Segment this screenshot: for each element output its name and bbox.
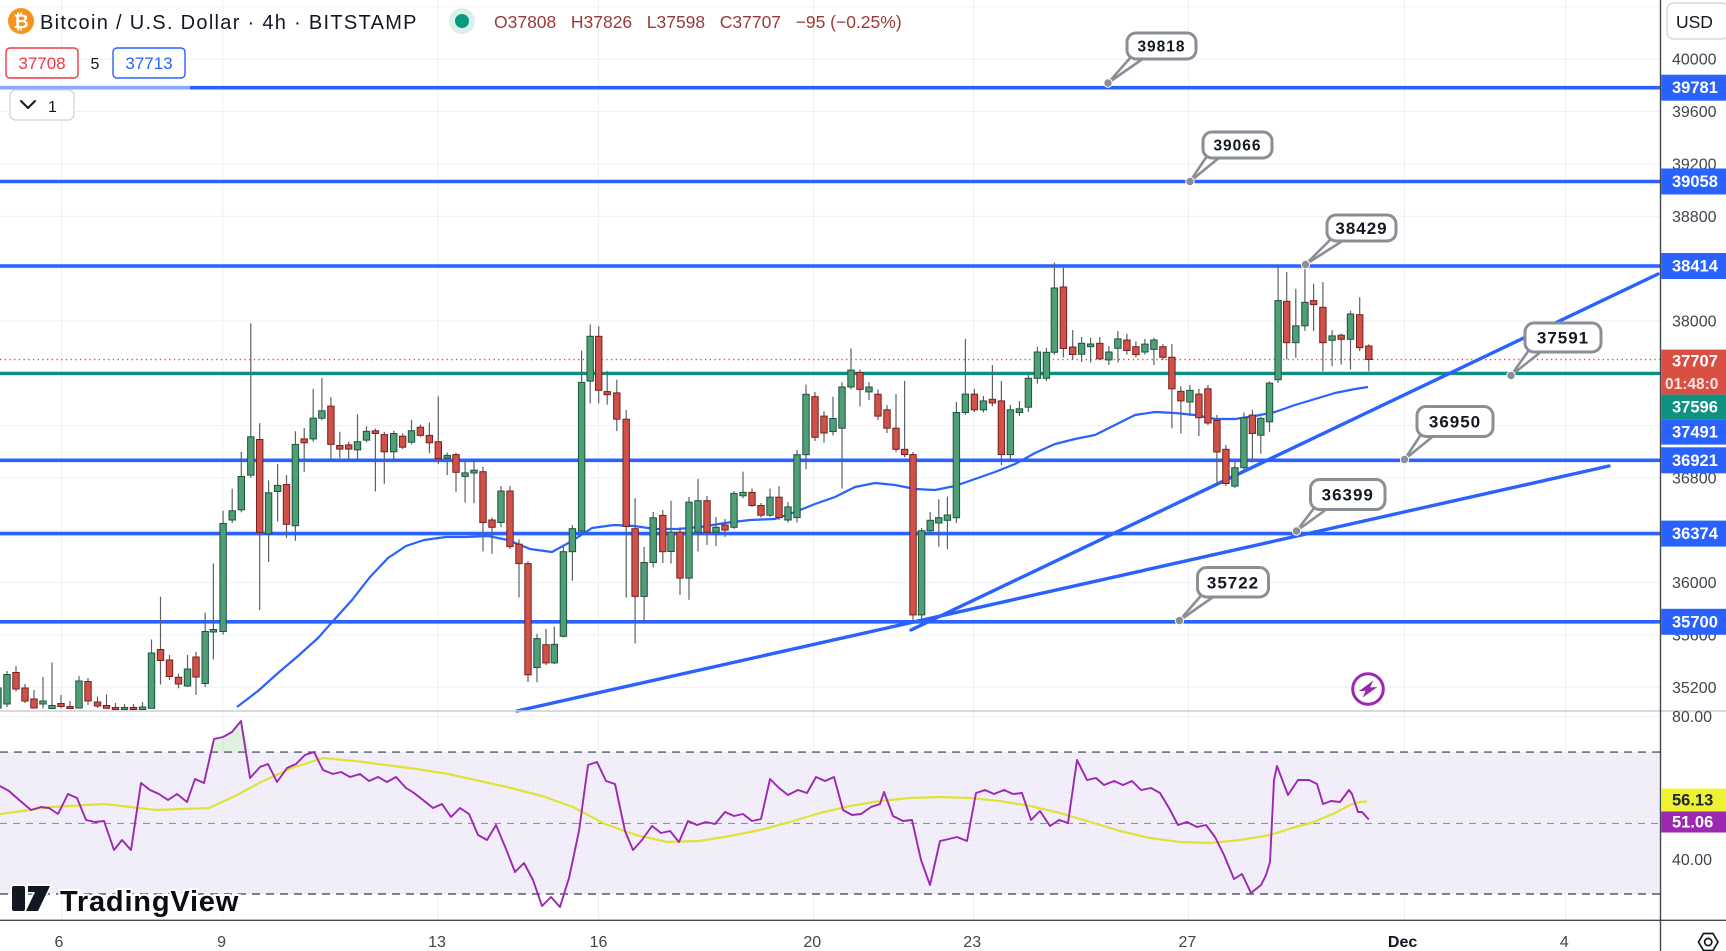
svg-text:9: 9 [217,934,226,951]
svg-text:39066: 39066 [1213,138,1261,155]
svg-text:27: 27 [1179,934,1197,951]
svg-text:38000: 38000 [1672,314,1717,331]
svg-text:35200: 35200 [1672,680,1717,697]
svg-text:36000: 36000 [1672,575,1717,592]
svg-text:USD: USD [1676,12,1713,32]
svg-text:Dec: Dec [1388,934,1417,951]
svg-text:51.06: 51.06 [1672,814,1713,832]
svg-text:40000: 40000 [1672,52,1717,69]
svg-text:37707: 37707 [1672,353,1718,371]
svg-text:TradingView: TradingView [60,886,239,918]
svg-text:39818: 39818 [1137,39,1185,56]
svg-text:39781: 39781 [1672,79,1718,97]
svg-text:37491: 37491 [1672,424,1718,442]
svg-text:4: 4 [1560,934,1569,951]
svg-text:36921: 36921 [1672,452,1718,470]
svg-text:20: 20 [803,934,821,951]
svg-text:36800: 36800 [1672,471,1717,488]
svg-text:35722: 35722 [1207,573,1259,592]
svg-text:80.00: 80.00 [1672,709,1712,726]
svg-text:6: 6 [55,934,64,951]
svg-text:39058: 39058 [1672,173,1718,191]
svg-text:37591: 37591 [1537,329,1589,348]
svg-text:01:48:0: 01:48:0 [1665,376,1718,393]
svg-text:38429: 38429 [1335,219,1387,238]
svg-text:56.13: 56.13 [1672,792,1713,810]
svg-text:35700: 35700 [1672,613,1718,631]
svg-text:5: 5 [91,56,100,73]
svg-text:O37808 H37826 L37598 C37: O37808 H37826 L37598 C37707 −95 (−0.25%) [494,12,902,32]
svg-text:38414: 38414 [1672,258,1719,276]
svg-text:1: 1 [48,99,57,116]
svg-text:40.00: 40.00 [1672,852,1712,869]
svg-text:Bitcoin / U.S. Dollar · 4h · B: Bitcoin / U.S. Dollar · 4h · BITSTAMP [40,12,418,34]
svg-text:13: 13 [428,934,446,951]
svg-text:37708: 37708 [18,54,65,73]
svg-text:37713: 37713 [125,54,172,73]
svg-text:16: 16 [590,934,608,951]
svg-text:37596: 37596 [1672,399,1718,417]
svg-text:36399: 36399 [1322,486,1374,505]
svg-text:36950: 36950 [1429,413,1481,432]
svg-text:36374: 36374 [1672,525,1719,543]
svg-text:39600: 39600 [1672,104,1717,121]
svg-text:23: 23 [963,934,981,951]
svg-text:₿: ₿ [13,12,28,33]
svg-text:38800: 38800 [1672,209,1717,226]
